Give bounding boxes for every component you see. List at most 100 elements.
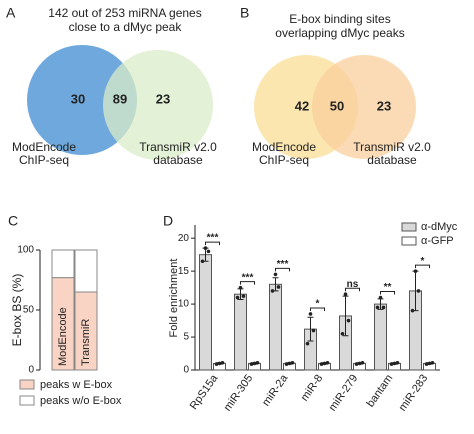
data-point [319, 362, 324, 366]
venn-count: 50 [330, 98, 344, 113]
panel-label: A [6, 5, 16, 21]
venn-set-label: TransmiR v2.0 [139, 140, 217, 154]
venn-count: 23 [377, 98, 391, 113]
data-point [214, 362, 219, 366]
significance-bracket [275, 267, 290, 272]
data-point [375, 305, 380, 310]
data-point [430, 360, 435, 365]
data-point [378, 295, 383, 300]
venn-title: E-box binding sites [289, 12, 390, 26]
data-point [217, 361, 222, 366]
x-tick-label: RpS15a [188, 372, 221, 412]
venn-set-label: database [367, 153, 417, 167]
error-bar [342, 295, 349, 337]
x-tick-label: bantam [364, 373, 395, 410]
legend-swatch [401, 236, 417, 246]
legend-label: α-GFP [421, 235, 454, 247]
bar-label: ModEncode [57, 307, 69, 366]
legend-swatch [19, 379, 35, 390]
bar-label: TransmiR [80, 319, 92, 366]
data-point [416, 289, 421, 293]
y-tick-label: 50 [23, 305, 35, 316]
panel-label: B [240, 5, 249, 21]
data-point [340, 331, 345, 336]
significance-label: ns [347, 279, 359, 290]
data-point [287, 361, 292, 366]
data-point [241, 294, 246, 298]
data-point [220, 360, 225, 365]
data-point [424, 362, 429, 366]
y-tick-label: 100 [17, 245, 34, 256]
data-point [354, 362, 359, 366]
venn-title: close to a dMyc peak [69, 20, 183, 34]
error-bar [307, 316, 314, 342]
significance-bracket [380, 291, 395, 295]
data-point [284, 362, 289, 366]
data-point [203, 246, 208, 250]
y-tick-label: 5 [183, 332, 189, 343]
data-point [325, 360, 330, 365]
data-point [270, 289, 275, 293]
data-point [311, 328, 316, 333]
significance-label: * [316, 299, 320, 310]
significance-bracket [240, 281, 255, 285]
data-point [427, 361, 432, 366]
x-tick-label: miR-279 [327, 373, 361, 414]
venn-set-label: database [153, 153, 203, 167]
venn-title: overlapping dMyc peaks [275, 26, 404, 40]
y-axis-label: E-box BS (%) [10, 274, 24, 347]
bar [199, 254, 212, 371]
venn-circle [103, 50, 213, 160]
data-point [206, 249, 211, 254]
data-point [360, 360, 365, 365]
data-point [322, 361, 327, 366]
venn-count: 23 [156, 91, 170, 106]
venn-set-label: ChIP-seq [19, 153, 69, 167]
x-tick-label: miR-283 [397, 373, 431, 414]
significance-bracket [345, 287, 360, 292]
data-point [255, 360, 260, 365]
data-point [389, 362, 394, 366]
data-point [305, 341, 310, 346]
x-tick-label: miR-2a [260, 372, 291, 409]
y-tick-label: 15 [178, 266, 190, 277]
bar [374, 303, 387, 371]
significance-label: *** [207, 233, 219, 244]
x-tick-label: miR-8 [299, 373, 326, 404]
data-point [413, 269, 418, 273]
bar-segment [51, 249, 75, 279]
data-point [273, 272, 278, 277]
venn-count: 30 [71, 91, 85, 106]
legend-swatch [19, 395, 35, 406]
significance-label: * [421, 256, 425, 267]
data-point [357, 361, 362, 366]
data-point [200, 259, 205, 264]
data-point [381, 305, 386, 310]
y-tick-label: 0 [28, 365, 34, 376]
significance-bracket [415, 264, 430, 269]
x-tick-label: miR-305 [222, 373, 256, 414]
significance-bracket [310, 307, 325, 311]
data-point [392, 361, 397, 366]
data-point [238, 285, 243, 290]
venn-title: 142 out of 253 miRNA genes [48, 6, 201, 20]
y-tick-label: 0 [183, 365, 189, 376]
panel-label: C [8, 213, 18, 229]
panel-label: D [163, 213, 173, 229]
venn-set-label: ModEncode [12, 140, 76, 154]
venn-circle [312, 55, 416, 159]
venn-count: 42 [295, 98, 309, 113]
bar [234, 293, 247, 371]
data-point [410, 308, 415, 313]
data-point [276, 285, 281, 289]
significance-label: ** [384, 282, 392, 293]
data-point [346, 318, 351, 323]
significance-label: *** [277, 259, 289, 270]
legend-swatch [401, 222, 417, 232]
y-tick-label: 10 [178, 299, 190, 310]
data-point [343, 292, 348, 297]
bar-segment [74, 249, 98, 293]
data-point [290, 360, 295, 365]
legend-label: peaks w/o E-box [40, 395, 122, 407]
